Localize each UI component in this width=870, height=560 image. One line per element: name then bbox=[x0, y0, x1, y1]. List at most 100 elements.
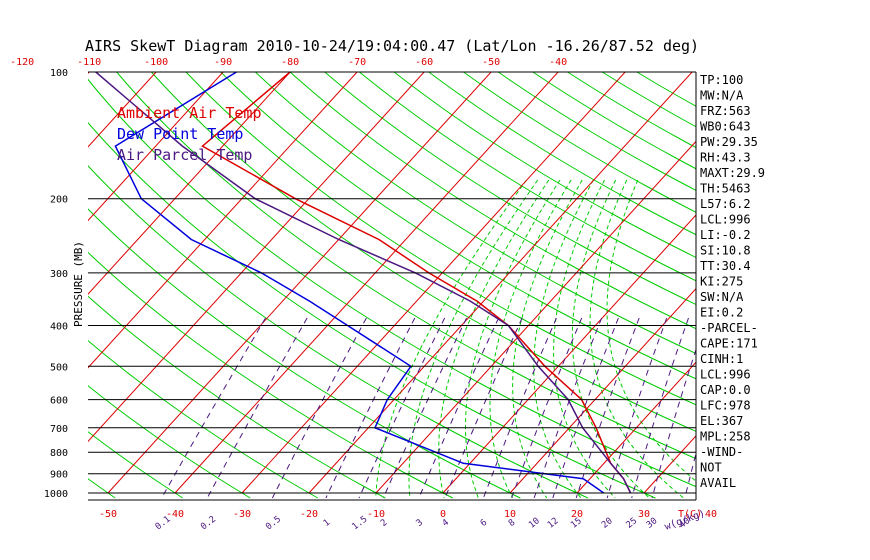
index-label: TT:30.4 bbox=[700, 259, 751, 273]
isotherm-line bbox=[845, 72, 870, 493]
index-label: CAP:0.0 bbox=[700, 383, 751, 397]
index-label: MPL:258 bbox=[700, 430, 751, 444]
dry-adiabat bbox=[88, 122, 656, 499]
top-temp-tick-label: -120 bbox=[10, 57, 34, 68]
mixing-ratio-line bbox=[325, 317, 416, 499]
pressure-tick-label: 200 bbox=[50, 195, 68, 206]
bottom-temp-tick-label: -30 bbox=[233, 509, 251, 520]
bottom-temp-tick-label: -10 bbox=[367, 509, 385, 520]
index-label: KI:275 bbox=[700, 275, 743, 289]
dry-adiabat bbox=[220, 72, 696, 380]
pressure-tick-label: 300 bbox=[50, 269, 68, 280]
bottom-temp-tick-label: -40 bbox=[166, 509, 184, 520]
dry-adiabat bbox=[88, 78, 696, 488]
mixing-ratio-tick-label: 0.5 bbox=[264, 514, 283, 532]
index-label: WB0:643 bbox=[700, 120, 751, 134]
pressure-tick-label: 100 bbox=[50, 68, 68, 79]
mixing-ratio-line bbox=[358, 317, 446, 499]
mixing-ratio-tick-label: 12 bbox=[546, 516, 561, 531]
index-label: LCL:996 bbox=[700, 368, 751, 382]
moist-adiabat bbox=[438, 179, 550, 499]
index-label: MAXT:29.9 bbox=[700, 166, 765, 180]
bottom-temp-tick-label: 30 bbox=[638, 509, 650, 520]
moist-adiabat bbox=[408, 179, 539, 499]
index-label: RH:43.3 bbox=[700, 151, 751, 165]
dry-adiabat bbox=[255, 72, 696, 355]
isotherm-line bbox=[308, 72, 693, 494]
pressure-tick-label: 500 bbox=[50, 362, 68, 373]
mixing-ratio-tick-label: 10 bbox=[527, 516, 542, 531]
mixing-ratio-tick-label: 1 bbox=[322, 518, 332, 529]
bottom-temp-tick-label: 40 bbox=[705, 509, 717, 520]
index-label: LFC:978 bbox=[700, 399, 751, 413]
isotherm-line bbox=[509, 287, 696, 494]
top-temp-tick-label: -80 bbox=[281, 57, 299, 68]
isotherm-line bbox=[442, 214, 696, 494]
dry-adiabat bbox=[324, 72, 696, 306]
pressure-tick-label: 700 bbox=[50, 424, 68, 435]
isotherm-line bbox=[88, 72, 425, 443]
index-label: L57:6.2 bbox=[700, 197, 751, 211]
isotherm-line bbox=[88, 72, 291, 295]
moist-adiabat bbox=[465, 179, 561, 499]
isotherm-line bbox=[88, 72, 224, 222]
isotherm-line bbox=[88, 72, 358, 369]
moist-adiabat bbox=[553, 179, 616, 499]
dry-adiabat bbox=[151, 72, 696, 432]
pressure-tick-label: 600 bbox=[50, 396, 68, 407]
index-label: -WIND- bbox=[700, 445, 743, 459]
mixing-ratio-line bbox=[606, 317, 668, 499]
index-label: CINH:1 bbox=[700, 352, 743, 366]
mixing-ratio-tick-label: 8 bbox=[507, 518, 517, 529]
mixing-ratio-line bbox=[631, 317, 689, 499]
dry-adiabat bbox=[88, 208, 521, 499]
dry-adiabat bbox=[497, 72, 696, 191]
dry-adiabat bbox=[428, 72, 696, 236]
isotherm-line bbox=[88, 72, 157, 148]
dry-adiabat bbox=[116, 72, 696, 460]
isotherm-line bbox=[375, 140, 696, 494]
chart-title: AIRS SkewT Diagram 2010-10-24/19:04:00.4… bbox=[85, 37, 699, 55]
index-label: NOT bbox=[700, 461, 722, 475]
index-label: SI:10.8 bbox=[700, 244, 751, 258]
dry-adiabat bbox=[567, 72, 696, 149]
mixing-ratio-line bbox=[651, 347, 696, 499]
dry-adiabat bbox=[88, 385, 251, 499]
pressure-tick-label: 900 bbox=[50, 470, 68, 481]
isotherm-line bbox=[174, 72, 559, 494]
moist-adiabat bbox=[375, 179, 528, 499]
mixing-ratio-tick-label: 2 bbox=[379, 518, 389, 529]
index-label: LI:-0.2 bbox=[700, 228, 751, 242]
index-label: SW:N/A bbox=[700, 290, 744, 304]
isotherm-line bbox=[576, 361, 696, 494]
moist-adiabat bbox=[489, 179, 572, 499]
index-label: TP:100 bbox=[700, 73, 743, 87]
bottom-temp-tick-label: 10 bbox=[504, 509, 516, 520]
y-axis-label: PRESSURE (MB) bbox=[72, 241, 85, 327]
index-label: EI:0.2 bbox=[700, 306, 743, 320]
bottom-temp-tick-label: -50 bbox=[99, 509, 117, 520]
bottom-temp-tick-label: 20 bbox=[571, 509, 583, 520]
mixing-ratio-line bbox=[418, 317, 500, 499]
moist-adiabat bbox=[533, 179, 594, 499]
mixing-ratio-line bbox=[271, 317, 367, 499]
dry-adiabat bbox=[88, 165, 589, 499]
mixing-ratio-line bbox=[552, 317, 619, 499]
moist-adiabat bbox=[606, 179, 696, 482]
dry-adiabat bbox=[185, 72, 696, 406]
index-label: -PARCEL- bbox=[700, 321, 758, 335]
moist-adiabat bbox=[571, 179, 650, 499]
top-temp-tick-label: -100 bbox=[144, 57, 168, 68]
top-temp-tick-label: -110 bbox=[77, 57, 101, 68]
pressure-tick-label: 800 bbox=[50, 448, 68, 459]
index-label: TH:5463 bbox=[700, 182, 751, 196]
index-label: LCL:996 bbox=[700, 213, 751, 227]
index-label: MW:N/A bbox=[700, 89, 744, 103]
isotherm-line bbox=[107, 72, 492, 494]
index-label: FRZ:563 bbox=[700, 104, 751, 118]
dry-adiabat bbox=[532, 72, 696, 170]
dry-adiabat bbox=[0, 72, 48, 498]
bottom-temp-tick-label: 0 bbox=[440, 509, 446, 520]
dry-adiabat bbox=[88, 251, 454, 499]
